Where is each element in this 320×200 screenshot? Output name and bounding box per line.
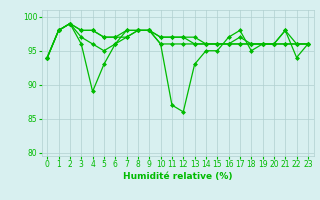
X-axis label: Humidité relative (%): Humidité relative (%) [123, 172, 232, 181]
